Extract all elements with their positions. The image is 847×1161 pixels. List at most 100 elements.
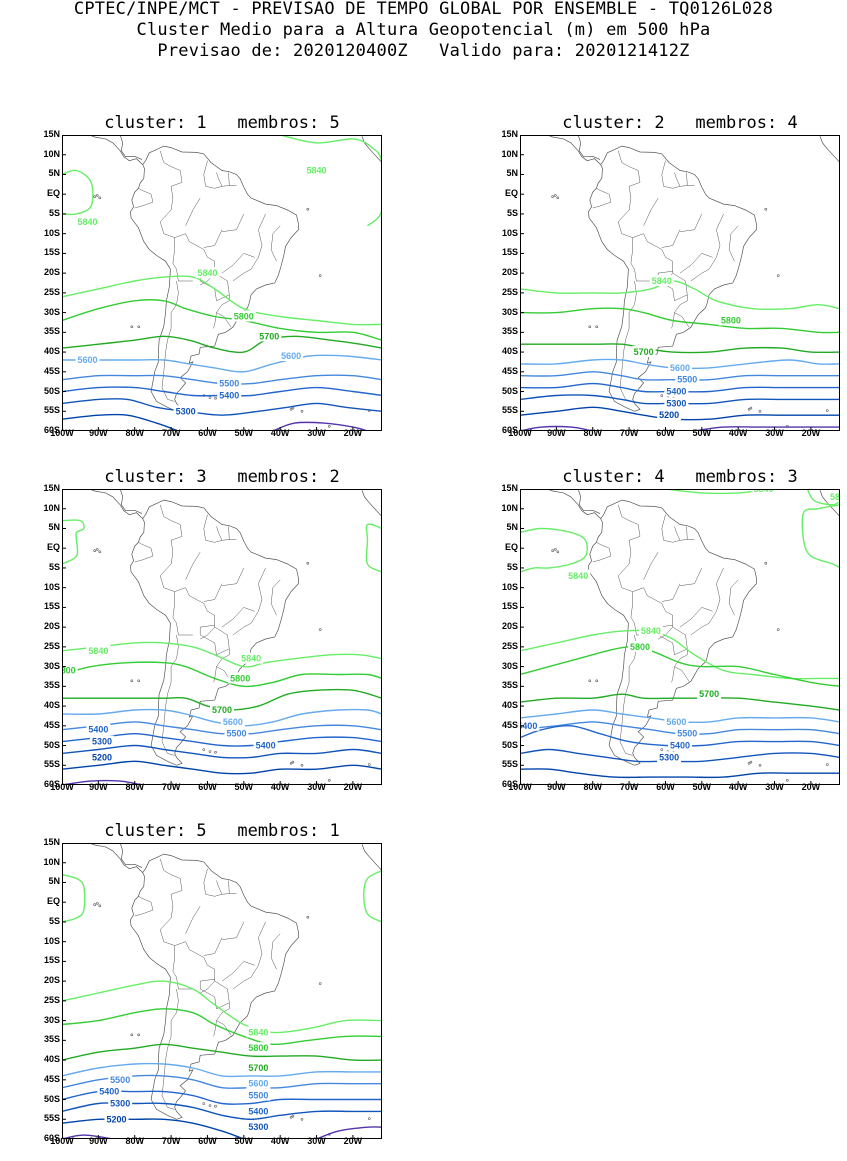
lon-tick-label: 30W bbox=[307, 1136, 326, 1146]
island bbox=[300, 1117, 304, 1121]
contour-label: 5840 bbox=[830, 492, 840, 502]
map-border bbox=[520, 489, 840, 785]
lat-tick-label: 45S bbox=[501, 365, 518, 376]
lon-tick-label: 40W bbox=[270, 1136, 290, 1146]
country-border bbox=[200, 626, 215, 640]
lon-tick-label: 30W bbox=[307, 428, 326, 438]
country-border bbox=[643, 197, 659, 226]
contour-label: 5840 bbox=[88, 646, 108, 656]
island bbox=[306, 915, 310, 919]
island bbox=[214, 750, 217, 754]
contour-label: 5800 bbox=[721, 316, 741, 326]
island bbox=[367, 763, 371, 766]
country-border bbox=[161, 634, 179, 756]
contour-label-bg bbox=[246, 1121, 271, 1133]
lon-tick-label: 20W bbox=[343, 428, 363, 438]
contour-label-bg bbox=[638, 625, 663, 637]
contour-line bbox=[62, 873, 86, 923]
country-border bbox=[619, 280, 637, 402]
coastline-central-america bbox=[118, 843, 143, 868]
country-border bbox=[686, 526, 688, 540]
island bbox=[551, 549, 555, 552]
lon-tick-label: 100W bbox=[50, 1136, 74, 1146]
contour-line bbox=[62, 1090, 382, 1105]
contour-line bbox=[520, 425, 593, 431]
island bbox=[595, 325, 598, 329]
island bbox=[208, 750, 212, 753]
contour-label-bg bbox=[246, 1026, 271, 1038]
contour-label-bg bbox=[90, 735, 114, 747]
contour-label-bg bbox=[257, 330, 282, 342]
island bbox=[318, 982, 322, 985]
contour-label: 5400 bbox=[520, 721, 537, 731]
contour-line bbox=[365, 523, 382, 573]
island bbox=[95, 194, 99, 197]
contour-line bbox=[62, 335, 382, 354]
island bbox=[214, 396, 217, 400]
island bbox=[289, 1115, 293, 1119]
lat-tick-label: 30S bbox=[43, 306, 60, 317]
contour-label-bg bbox=[304, 164, 329, 176]
contour-label-bg bbox=[697, 688, 722, 700]
country-border bbox=[185, 197, 201, 226]
lon-tick-label: 20W bbox=[343, 782, 363, 792]
lat-tick-label: 20S bbox=[43, 267, 60, 278]
map-frame: 5840 5840 5800 5800 5700 5600 5500 5400 5400 5300… bbox=[62, 489, 382, 785]
lat-tick-label: 25S bbox=[43, 286, 60, 297]
lon-tick-label: 20W bbox=[343, 1136, 363, 1146]
contour-label-bg bbox=[675, 373, 700, 385]
contour-label-bg bbox=[195, 267, 220, 279]
lat-tick-label: 10N bbox=[43, 502, 60, 513]
lat-tick-label: 10S bbox=[43, 581, 60, 592]
lon-tick-label: 50W bbox=[692, 782, 712, 792]
lon-tick-label: 70W bbox=[161, 782, 181, 792]
lat-tick-label: 20S bbox=[501, 267, 518, 278]
lat-tick-label: EQ bbox=[46, 896, 60, 907]
contour-label-bg bbox=[62, 664, 78, 676]
country-border bbox=[592, 542, 612, 563]
island bbox=[300, 409, 304, 413]
country-border bbox=[661, 583, 681, 602]
country-border bbox=[185, 905, 201, 934]
country-border bbox=[221, 921, 245, 940]
cluster-panel-5: cluster: 5 membros: 1 15N 10N 5N EQ 5S 10S 15S… bbox=[0, 821, 400, 1161]
country-border bbox=[228, 526, 230, 540]
lat-tick-label: 25S bbox=[501, 286, 518, 297]
island bbox=[98, 904, 102, 908]
lat-tick-label: 40S bbox=[501, 346, 518, 357]
country-border bbox=[232, 567, 266, 636]
contour-label: 5600 bbox=[223, 717, 243, 727]
contour-line bbox=[62, 721, 382, 735]
cluster-panel-4: cluster: 4 membros: 3 15N 10N 5N EQ 5S 10S 15S… bbox=[458, 467, 847, 807]
lat-tick-label: 45S bbox=[43, 1073, 60, 1084]
island bbox=[137, 1033, 140, 1037]
lat-tick-label: 10N bbox=[501, 502, 518, 513]
lat-tick-label: 50S bbox=[501, 385, 518, 396]
island bbox=[764, 561, 768, 565]
contour-label: 5400 bbox=[666, 387, 686, 397]
country-border bbox=[200, 980, 215, 994]
coastline-south-america bbox=[130, 853, 299, 1120]
header-line-1: CPTEC/INPE/MCT - PREVISAO DE TEMPO GLOBA… bbox=[73, 0, 774, 19]
lon-tick-label: 20W bbox=[801, 782, 821, 792]
island bbox=[291, 1114, 295, 1118]
country-border bbox=[679, 253, 713, 274]
contour-label-bg bbox=[675, 727, 700, 739]
contour-label: 5800 bbox=[248, 1043, 268, 1053]
lon-tick-label: 60W bbox=[198, 428, 217, 438]
lat-tick-label: 10S bbox=[43, 227, 60, 238]
header-line-3: Previsao de: 2020120400Z Valido para: 20… bbox=[157, 41, 690, 61]
contour-label-bg bbox=[210, 704, 234, 715]
contour-label-bg bbox=[246, 1089, 271, 1101]
lat-tick-label: 60S bbox=[43, 779, 60, 789]
contour-label: 5800 bbox=[630, 642, 650, 652]
contour-line bbox=[62, 275, 382, 326]
island bbox=[137, 325, 140, 329]
lat-tick-label: 55S bbox=[43, 759, 60, 770]
coastline-central-america bbox=[80, 135, 143, 165]
coastline-central-america bbox=[538, 135, 601, 165]
cluster-panel-3: cluster: 3 membros: 2 15N 10N 5N EQ 5S 10S 15S… bbox=[0, 467, 400, 807]
contour-label-bg bbox=[108, 1097, 133, 1109]
contour-label-bg bbox=[90, 751, 114, 763]
